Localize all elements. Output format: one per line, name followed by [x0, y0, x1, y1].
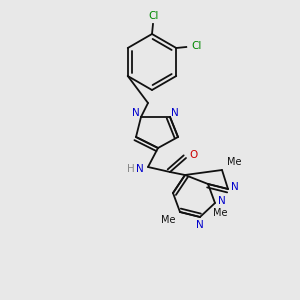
Text: N: N: [218, 196, 226, 206]
Text: Me: Me: [213, 208, 227, 218]
Text: N: N: [132, 108, 140, 118]
Text: N: N: [196, 220, 204, 230]
Text: H: H: [127, 164, 135, 174]
Text: N: N: [231, 182, 239, 192]
Text: N: N: [171, 108, 179, 118]
Text: Me: Me: [227, 157, 241, 167]
Text: N: N: [136, 164, 144, 174]
Text: Cl: Cl: [191, 41, 201, 51]
Text: O: O: [190, 150, 198, 160]
Text: Cl: Cl: [149, 11, 159, 21]
Text: Me: Me: [161, 215, 175, 225]
